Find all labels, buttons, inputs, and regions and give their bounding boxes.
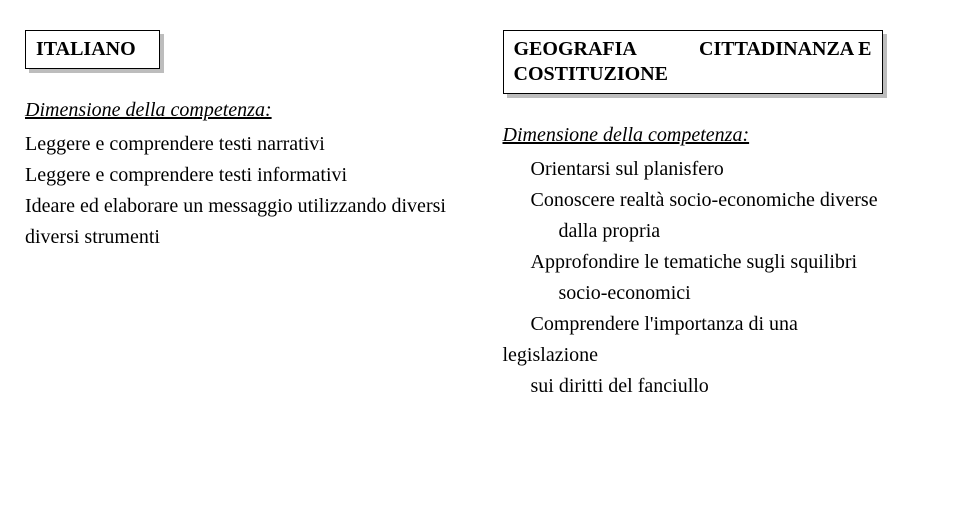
right-column: GEOGRAFIA CITTADINANZA E COSTITUZIONE Di…	[478, 30, 941, 502]
right-dim-label: Dimensione della competenza:	[503, 120, 931, 150]
page-container: ITALIANO Dimensione della competenza: Le…	[0, 0, 960, 522]
right-header-line1: GEOGRAFIA CITTADINANZA E	[514, 37, 872, 62]
text-line: sui diritti del fanciullo	[503, 371, 931, 402]
left-header-text: ITALIANO	[36, 38, 136, 60]
text-line: Conoscere realtà socio-economiche divers…	[503, 185, 931, 216]
right-header-left: GEOGRAFIA	[514, 37, 637, 62]
text-line: legislazione	[503, 340, 931, 371]
text-line: Approfondire le tematiche sugli squilibr…	[503, 247, 931, 278]
text-line: Leggere e comprendere testi informativi	[25, 160, 453, 191]
left-header-box: ITALIANO	[25, 30, 160, 69]
left-column: ITALIANO Dimensione della competenza: Le…	[15, 30, 478, 502]
text-line: socio-economici	[503, 278, 931, 309]
left-dim-label: Dimensione della competenza:	[25, 95, 453, 125]
text-line: Ideare ed elaborare un messaggio utilizz…	[25, 191, 453, 253]
right-body: Orientarsi sul planisferoConoscere realt…	[503, 154, 931, 402]
right-header-box: GEOGRAFIA CITTADINANZA E COSTITUZIONE	[503, 30, 883, 94]
text-line: dalla propria	[503, 216, 931, 247]
text-line: Leggere e comprendere testi narrativi	[25, 129, 453, 160]
text-line: Orientarsi sul planisfero	[503, 154, 931, 185]
right-header-line2: COSTITUZIONE	[514, 62, 872, 87]
text-line: Comprendere l'importanza di una	[503, 309, 931, 340]
left-body: Leggere e comprendere testi narrativiLeg…	[25, 129, 453, 253]
right-header-right: CITTADINANZA E	[699, 37, 871, 62]
